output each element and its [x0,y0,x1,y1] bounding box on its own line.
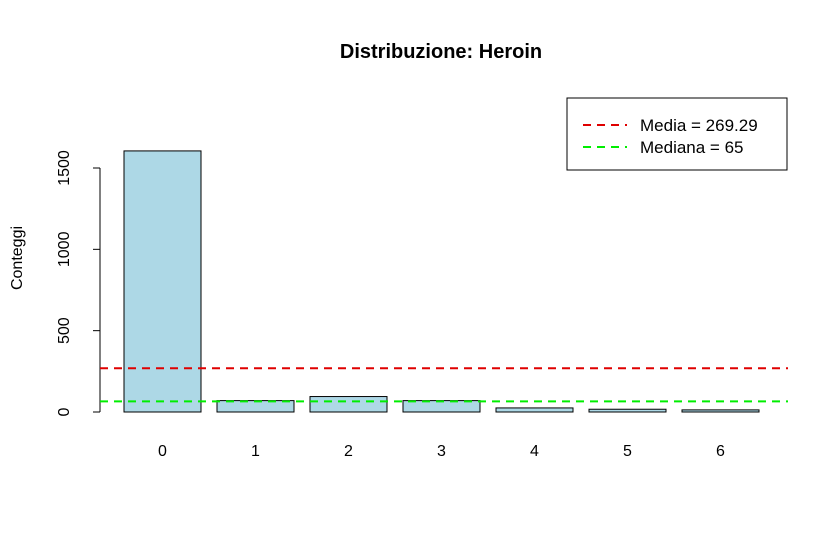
x-tick-label: 1 [251,443,260,460]
x-tick-label: 4 [530,443,539,460]
reference-lines [100,367,788,403]
y-axis-label: Conteggi [9,226,26,290]
bar [681,409,760,413]
legend-box [566,97,788,171]
x-tick-label: 5 [623,443,632,460]
bar [123,150,202,413]
bars [123,150,760,413]
y-tick-label: 500 [56,317,73,344]
chart-title: Distribuzione: Heroin [340,41,542,63]
y-tick-label: 1000 [56,231,73,267]
x-tick-label: 0 [158,443,167,460]
x-tick-label: 6 [716,443,725,460]
legend: Media = 269.29 Mediana = 65 [566,97,788,171]
legend-label: Mediana = 65 [640,138,744,157]
y-tick-label: 0 [56,407,73,416]
y-tick-label: 1500 [56,150,73,186]
x-axis-tick-labels: 0 1 2 3 4 5 6 [158,443,725,460]
bar [309,396,388,413]
legend-label: Media = 269.29 [640,116,758,135]
bar [495,407,574,413]
y-axis: 0 500 1000 1500 [56,150,101,416]
x-tick-label: 2 [344,443,353,460]
x-tick-label: 3 [437,443,446,460]
bar [588,408,667,413]
